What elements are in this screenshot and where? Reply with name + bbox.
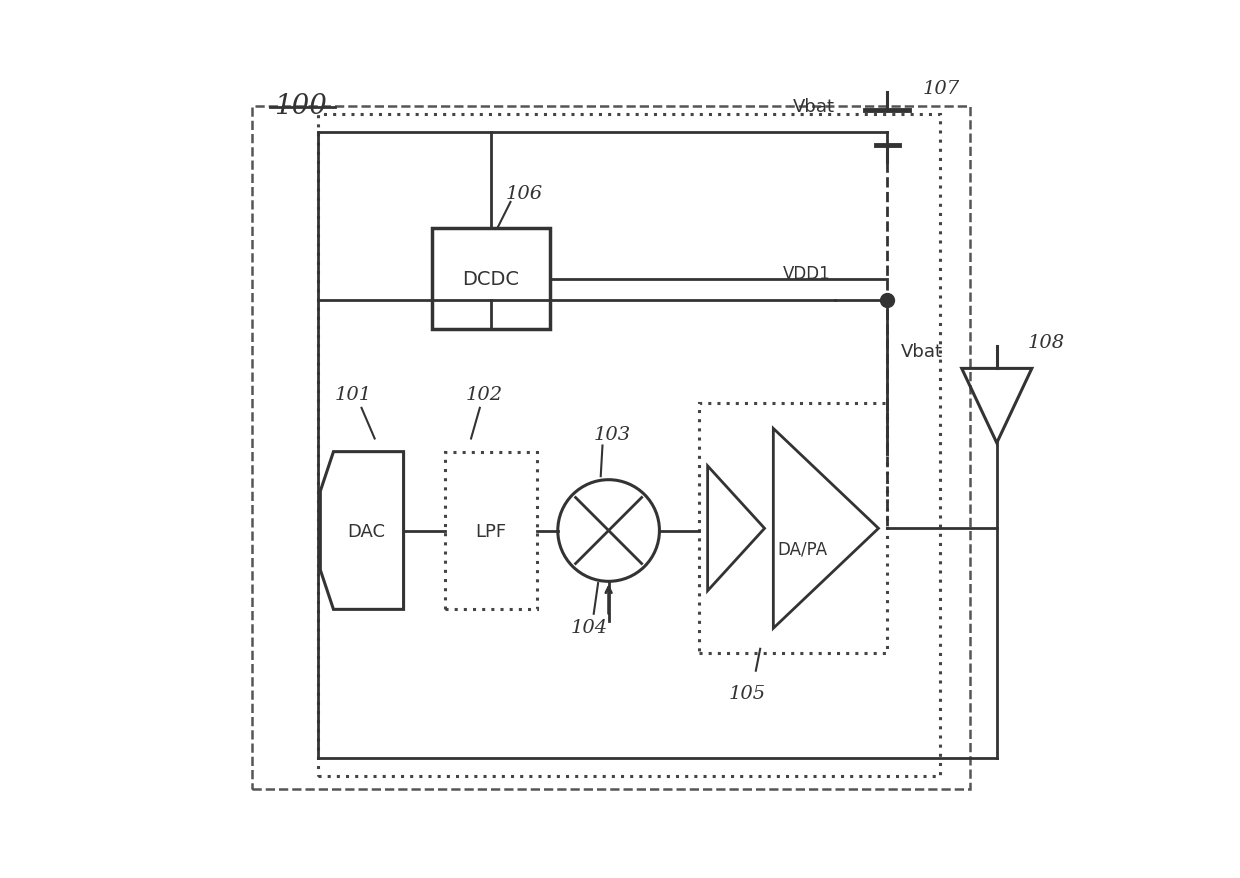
Text: Vbat: Vbat (900, 342, 942, 361)
Text: 106: 106 (506, 184, 543, 203)
Text: 105: 105 (728, 684, 765, 702)
Text: 107: 107 (923, 80, 960, 98)
Text: 108: 108 (1028, 334, 1065, 352)
Text: 104: 104 (570, 618, 608, 637)
Text: DAC: DAC (347, 522, 386, 540)
Text: 102: 102 (466, 386, 502, 404)
Text: 103: 103 (594, 426, 631, 443)
Text: VDD1: VDD1 (782, 264, 831, 283)
Text: 100: 100 (274, 93, 327, 120)
Text: LPF: LPF (475, 522, 506, 540)
Text: Vbat: Vbat (792, 97, 835, 115)
Text: 101: 101 (335, 386, 371, 404)
Text: DA/PA: DA/PA (777, 540, 827, 558)
Text: DCDC: DCDC (463, 270, 520, 289)
